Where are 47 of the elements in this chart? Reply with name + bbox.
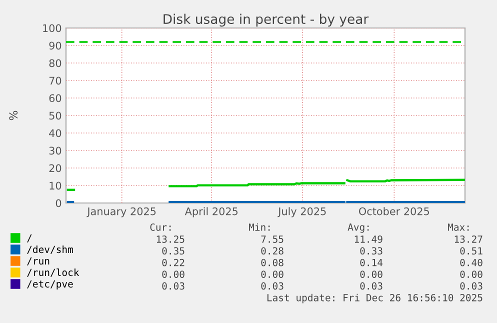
legend-label: /run/lock — [27, 268, 80, 277]
text: Max: — [448, 224, 469, 231]
y-tick-label: 60 — [49, 94, 62, 102]
legend-label: /dev/shm — [27, 246, 73, 254]
y-tick-label: 20 — [49, 164, 62, 172]
y-tick-label: 0 — [56, 199, 62, 208]
text: 0.03 — [261, 282, 284, 290]
text: 13.25 — [156, 235, 184, 243]
text: 0.03 — [460, 282, 482, 290]
text: 0.40 — [460, 258, 482, 266]
text: 0.28 — [261, 247, 284, 255]
text: 0.33 — [360, 247, 382, 255]
x-tick-label: January 2025 — [86, 207, 156, 218]
y-tick-label: 80 — [49, 59, 62, 68]
text: Avg: — [348, 224, 369, 233]
text: 11.49 — [354, 235, 382, 243]
x-tick-label: April 2025 — [184, 207, 238, 218]
y-axis-title: % — [9, 110, 18, 120]
y-tick-label: 50 — [49, 112, 62, 120]
text: 0.00 — [162, 270, 184, 278]
chart-title: Disk usage in percent - by year — [164, 14, 369, 27]
text: 0.03 — [162, 282, 184, 290]
text: 0.14 — [360, 258, 383, 266]
text: 0.08 — [261, 258, 284, 266]
legend-label: /etc/pve — [27, 280, 73, 290]
text: 0.35 — [162, 247, 184, 255]
legend-label: /run — [27, 257, 50, 266]
y-tick-label: 70 — [49, 76, 62, 85]
legend-label: / — [27, 234, 32, 242]
text: 0.00 — [460, 270, 482, 278]
y-tick-label: 40 — [49, 129, 62, 138]
text: Last update: Fri Dec 26 16:56:10 2025 — [267, 294, 482, 304]
text: 0.00 — [261, 270, 284, 278]
y-tick-label: 30 — [49, 146, 62, 155]
y-tick-label: 100 — [43, 24, 62, 32]
text: 7.55 — [261, 236, 284, 243]
text: 0.00 — [360, 270, 382, 278]
y-tick-label: 10 — [50, 182, 62, 190]
x-tick-label: October 2025 — [359, 207, 430, 216]
text: Min: — [248, 223, 270, 231]
x-tick-label: July 2025 — [278, 207, 326, 218]
y-tick-label: 90 — [49, 42, 62, 50]
text: 0.03 — [360, 282, 382, 290]
text: 0.51 — [460, 247, 482, 255]
text: Cur: — [150, 223, 171, 231]
text: 0.22 — [162, 258, 184, 266]
text: 13.27 — [454, 235, 482, 243]
